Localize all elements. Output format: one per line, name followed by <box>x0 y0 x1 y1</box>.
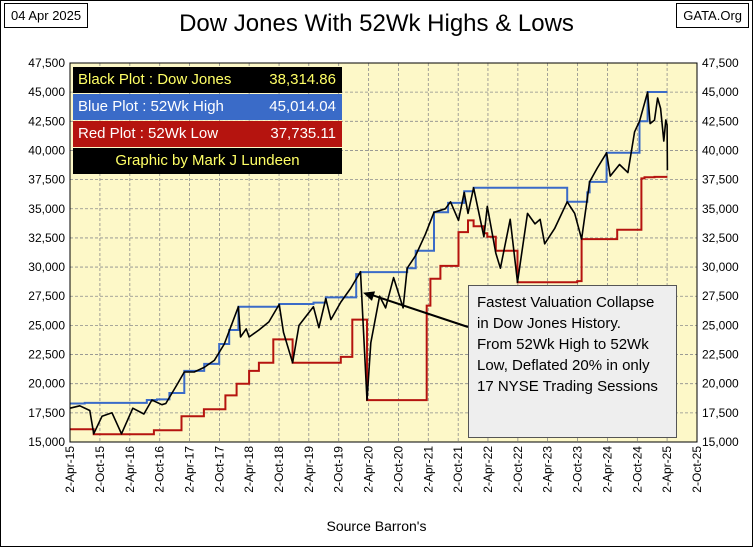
x-tick-label: 2-Oct-23 <box>571 446 585 493</box>
y-tick-label-left: 42,500 <box>28 114 65 128</box>
y-tick-label-right: 22,500 <box>702 348 739 362</box>
y-tick-label-right: 35,000 <box>702 202 739 216</box>
x-tick-label: 2-Oct-17 <box>212 446 226 493</box>
x-tick-label: 2-Apr-25 <box>660 446 674 493</box>
x-tick-label: 2-Apr-22 <box>481 446 495 493</box>
source-label: Source Barron's <box>326 518 427 534</box>
x-tick-label: 2-Oct-24 <box>630 446 644 493</box>
x-tick-label: 2-Oct-19 <box>332 446 346 493</box>
x-tick-label: 2-Apr-23 <box>541 446 555 493</box>
x-tick-label: 2-Oct-18 <box>272 446 286 493</box>
legend-high-label: Blue Plot : 52Wk High <box>78 98 224 115</box>
date-label: 04 Apr 2025 <box>4 3 89 28</box>
legend-high-value: 45,014.04 <box>269 98 336 115</box>
series-52wk-low-line <box>70 175 668 436</box>
series-layer <box>69 91 669 436</box>
y-tick-label-right: 47,500 <box>702 56 739 70</box>
y-tick-label-right: 32,500 <box>702 231 739 245</box>
legend-dow-value: 38,314.86 <box>269 71 336 88</box>
plot-border <box>69 62 698 443</box>
y-tick-label-left: 17,500 <box>28 406 65 420</box>
legend-low-label: Red Plot : 52Wk Low <box>78 125 219 142</box>
y-tick-label-right: 37,500 <box>702 173 739 187</box>
legend-credit: Graphic by Mark J Lundeen <box>73 148 342 174</box>
y-tick-label-left: 22,500 <box>28 348 65 362</box>
annotation-arrow-line <box>370 293 469 328</box>
y-tick-label-right: 20,000 <box>702 377 739 391</box>
annotation-line: Fastest Valuation Collapse <box>477 294 655 311</box>
y-tick-label-right: 25,000 <box>702 318 739 332</box>
y-tick-label-left: 15,000 <box>28 435 65 449</box>
x-tick-label: 2-Apr-15 <box>63 446 77 493</box>
x-tick-label: 2-Oct-20 <box>392 446 406 493</box>
x-tick-label: 2-Apr-17 <box>182 446 196 493</box>
x-tick-label: 2-Apr-18 <box>242 446 256 493</box>
y-tick-label-right: 40,000 <box>702 143 739 157</box>
x-tick-label: 2-Oct-25 <box>690 446 704 493</box>
y-tick-label-left: 40,000 <box>28 143 65 157</box>
y-tick-label-left: 20,000 <box>28 377 65 391</box>
site-label: GATA.Org <box>676 3 749 28</box>
annotation-line: From 52Wk High to 52Wk <box>477 336 649 353</box>
y-tick-label-left: 30,000 <box>28 260 65 274</box>
x-tick-label: 2-Apr-16 <box>123 446 137 493</box>
y-axis-right: 15,000 17,500 20,000 22,500 25,000 27,500 30,0… <box>702 56 739 449</box>
y-tick-label-left: 25,000 <box>28 318 65 332</box>
y-tick-label-right: 45,000 <box>702 85 739 99</box>
y-tick-label-right: 15,000 <box>702 435 739 449</box>
y-tick-label-right: 42,500 <box>702 114 739 128</box>
y-axis-left: 15,000 17,500 20,000 22,500 25,000 27,500 30,0… <box>28 56 65 449</box>
y-tick-label-left: 32,500 <box>28 231 65 245</box>
annotation-box: Fastest Valuation Collapse in Dow Jones … <box>468 285 677 438</box>
y-tick-label-left: 37,500 <box>28 173 65 187</box>
x-tick-label: 2-Apr-21 <box>421 446 435 493</box>
annotation-line: in Dow Jones History. <box>477 315 621 332</box>
y-tick-label-left: 35,000 <box>28 202 65 216</box>
y-tick-label-right: 17,500 <box>702 406 739 420</box>
y-tick-label-left: 27,500 <box>28 289 65 303</box>
legend-low-value: 37,735.11 <box>270 125 336 142</box>
annotation-line: 17 NYSE Trading Sessions <box>477 378 658 395</box>
annotation-line: Low, Deflated 20% in only <box>477 357 650 374</box>
x-tick-label: 2-Oct-22 <box>511 446 525 493</box>
annotation-arrow-head <box>363 291 376 301</box>
legend-dow-label: Black Plot : Dow Jones <box>78 71 232 88</box>
annotation-arrow <box>363 291 469 328</box>
x-axis: 2-Apr-15 2-Oct-15 2-Apr-16 2-Oct-16 2-Apr-17… <box>63 446 704 493</box>
legend-dow-jones: Black Plot : Dow Jones 38,314.86 <box>73 67 342 93</box>
chart-title: Dow Jones With 52Wk Highs & Lows <box>179 10 574 37</box>
series-dow-jones-line <box>69 91 669 435</box>
y-tick-label-left: 45,000 <box>28 85 65 99</box>
x-tick-label: 2-Oct-16 <box>153 446 167 493</box>
legend-52wk-high: Blue Plot : 52Wk High 45,014.04 <box>73 94 342 120</box>
x-tick-label: 2-Apr-24 <box>600 446 614 493</box>
y-tick-label-right: 27,500 <box>702 289 739 303</box>
x-tick-label: 2-Apr-20 <box>362 446 376 493</box>
legend-52wk-low: Red Plot : 52Wk Low 37,735.11 <box>73 121 342 147</box>
y-tick-label-right: 30,000 <box>702 260 739 274</box>
x-tick-label: 2-Oct-21 <box>451 446 465 493</box>
x-tick-label: 2-Oct-15 <box>93 446 107 493</box>
x-tick-label: 2-Apr-19 <box>302 446 316 493</box>
y-tick-label-left: 47,500 <box>28 56 65 70</box>
